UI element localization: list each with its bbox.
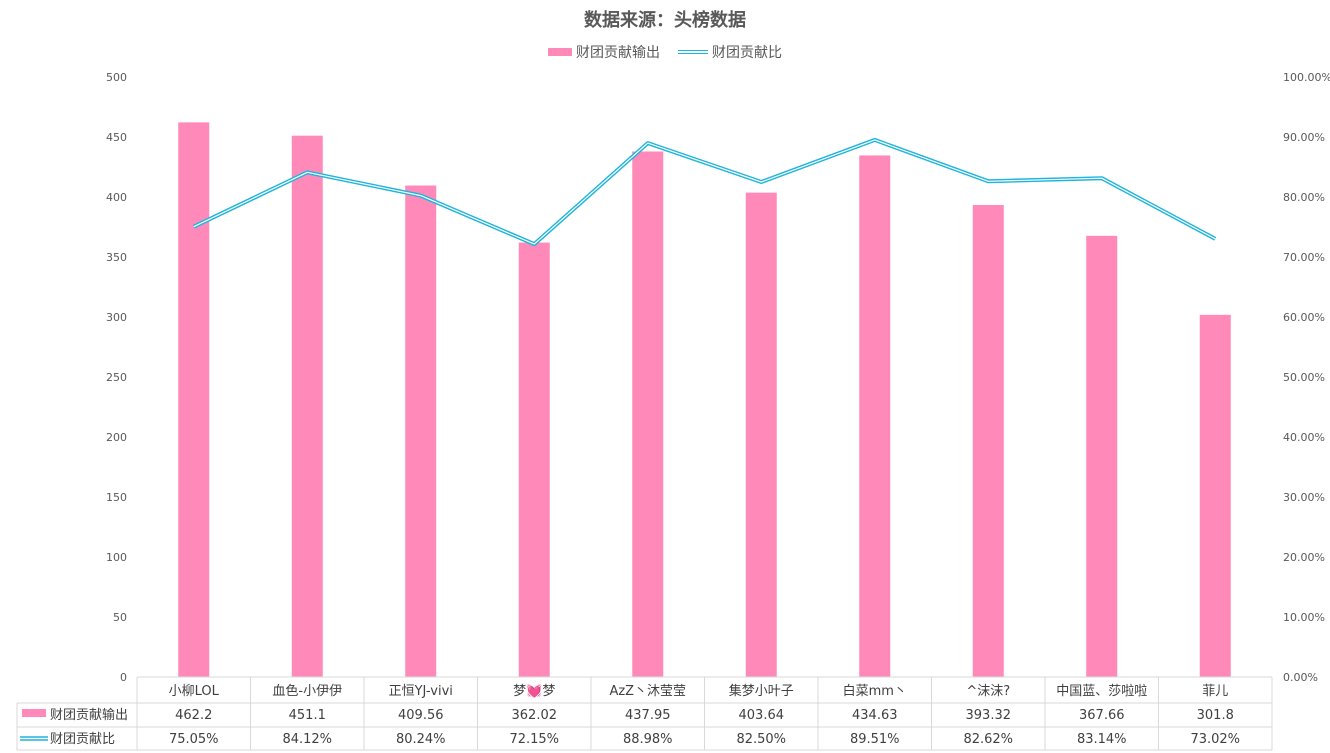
bar: [291, 135, 323, 677]
y-left-tick-label: 400: [106, 191, 127, 204]
legend-swatch-line: [678, 50, 708, 54]
y-left-tick-label: 350: [106, 251, 127, 264]
y-right-tick-label: 70.00%: [1283, 251, 1325, 264]
y-right-tick-label: 90.00%: [1283, 131, 1325, 144]
category-label: 正恒YJ-vivi: [389, 684, 453, 699]
y-right-tick-label: 60.00%: [1283, 311, 1325, 324]
data-label: 434.63: [852, 708, 898, 723]
category-label: 血色-小伊伊: [272, 683, 342, 699]
bar: [745, 192, 777, 677]
y-left-tick-label: 200: [106, 431, 127, 444]
bar: [1199, 314, 1231, 677]
bar: [972, 205, 1004, 678]
y-left-tick-label: 0: [120, 671, 127, 684]
data-label: 83.14%: [1077, 732, 1127, 747]
data-label: 451.1: [289, 708, 326, 723]
y-left-tick-label: 150: [106, 491, 127, 504]
bar: [632, 151, 664, 677]
data-label: 301.8: [1197, 708, 1234, 723]
y-right-tick-label: 100.00%: [1283, 71, 1330, 84]
legend-label-bar: 财团贡献输出: [576, 45, 660, 61]
y-left-tick-label: 100: [106, 551, 127, 564]
data-label: 367.66: [1079, 708, 1125, 723]
category-label: ^沫沫?: [966, 684, 1010, 699]
y-right-tick-label: 80.00%: [1283, 191, 1325, 204]
data-label: 88.98%: [623, 732, 673, 747]
category-label: 小柳LOL: [169, 684, 220, 699]
bar: [405, 185, 437, 677]
y-left-tick-label: 300: [106, 311, 127, 324]
legend-item-bar: 财团贡献输出: [548, 42, 660, 62]
category-label: 集梦小叶子: [729, 683, 794, 699]
y-right-tick-label: 10.00%: [1283, 611, 1325, 624]
y-right-tick-label: 50.00%: [1283, 371, 1325, 384]
chart-legend: 财团贡献输出 财团贡献比: [0, 42, 1330, 62]
y-left-tick-label: 250: [106, 371, 127, 384]
data-label: 82.62%: [963, 732, 1013, 747]
data-label: 72.15%: [509, 732, 559, 747]
data-label: 403.64: [739, 708, 785, 723]
data-label: 362.02: [512, 708, 558, 723]
data-label: 462.2: [175, 708, 212, 723]
legend-swatch-bar: [548, 48, 572, 56]
y-right-tick-label: 30.00%: [1283, 491, 1325, 504]
category-label: 菲儿: [1202, 684, 1228, 699]
data-label: 75.05%: [169, 732, 219, 747]
bar: [518, 242, 550, 678]
data-label: 409.56: [398, 708, 444, 723]
table-key-bar: [22, 709, 46, 717]
table-row-label: 财团贡献比: [50, 732, 115, 747]
category-label: 白菜mm丶: [843, 683, 907, 699]
data-label: 73.02%: [1190, 732, 1240, 747]
y-left-tick-label: 500: [106, 71, 127, 84]
bar: [859, 155, 891, 678]
series-line-inner: [193, 139, 1216, 245]
chart-title: 数据来源：头榜数据: [584, 10, 746, 31]
data-label: 84.12%: [282, 732, 332, 747]
data-label: 89.51%: [850, 732, 900, 747]
data-label: 82.50%: [736, 732, 786, 747]
category-label: 中国蓝、莎啦啦: [1056, 684, 1147, 699]
legend-label-line: 财团贡献比: [712, 45, 782, 61]
bar: [178, 122, 210, 678]
y-left-tick-label: 50: [113, 611, 127, 624]
y-left-tick-label: 450: [106, 131, 127, 144]
y-right-tick-label: 20.00%: [1283, 551, 1325, 564]
series-line: [192, 137, 1217, 247]
legend-item-line: 财团贡献比: [678, 42, 782, 62]
data-label: 80.24%: [396, 732, 446, 747]
y-right-tick-label: 0.00%: [1283, 671, 1318, 684]
category-label: 梦💓梦: [513, 683, 555, 699]
data-label: 393.32: [966, 708, 1012, 723]
category-label: AzZ丶沐莹莹: [609, 684, 686, 699]
y-right-tick-label: 40.00%: [1283, 431, 1325, 444]
bar: [1086, 235, 1118, 678]
table-row-label: 财团贡献输出: [50, 707, 128, 723]
data-label: 437.95: [625, 708, 671, 723]
